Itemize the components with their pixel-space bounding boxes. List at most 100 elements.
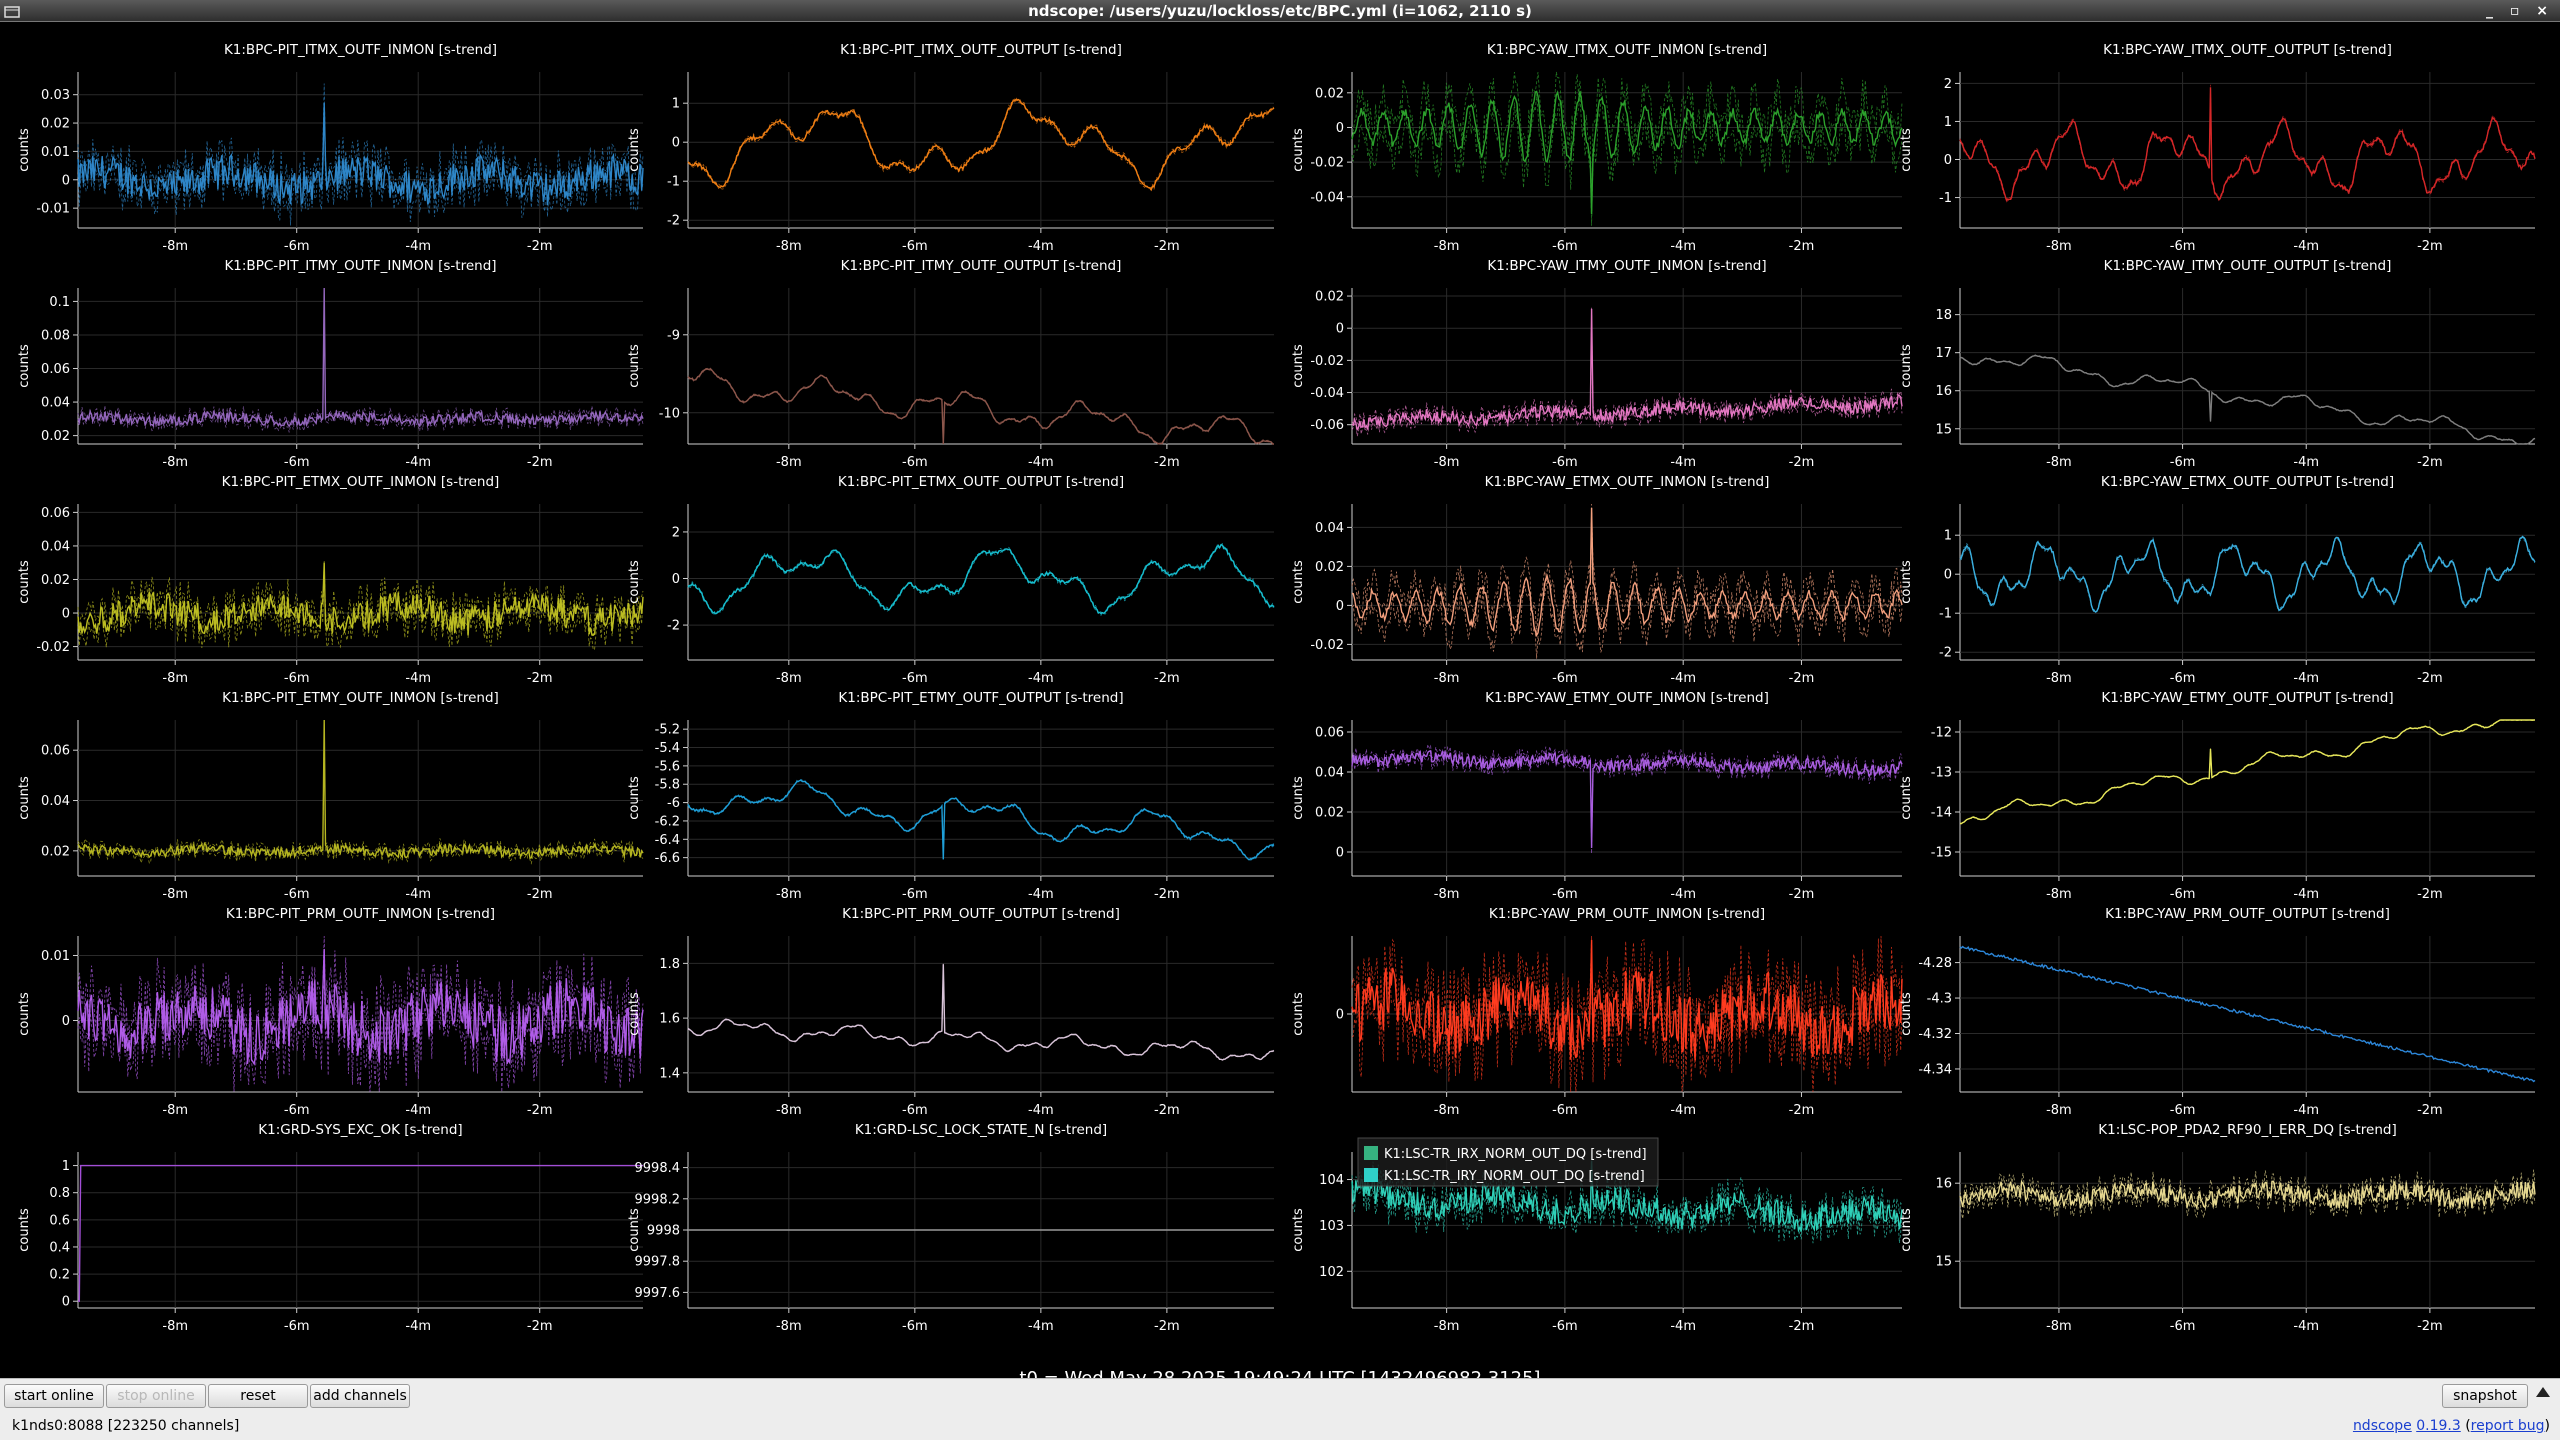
start-online-button[interactable]: start online (4, 1384, 104, 1408)
stop-online-button[interactable]: stop online (106, 1384, 206, 1408)
plot-16[interactable]: K1:BPC-YAW_ETMY_OUTF_OUTPUT [s-trend] cou… (1899, 690, 2536, 902)
x-tick-label: -6m (1552, 1103, 1578, 1118)
plot-14[interactable]: K1:BPC-PIT_ETMY_OUTF_OUTPUT [s-trend] cou… (627, 690, 1275, 902)
trace-mean (1959, 1180, 2536, 1211)
trace-mean (1351, 939, 1903, 1061)
y-tick-label: 0.02 (41, 573, 70, 588)
plot-2[interactable]: K1:BPC-PIT_ITMX_OUTF_OUTPUT [s-trend] cou… (627, 42, 1275, 254)
y-tick-label: 0 (1944, 568, 1952, 583)
x-tick-label: -6m (2170, 887, 2196, 902)
trace-max (1351, 307, 1903, 428)
x-tick-label: -6m (2170, 239, 2196, 254)
version-link[interactable]: 0.19.3 (2416, 1418, 2461, 1434)
legend-entry: K1:LSC-TR_IRY_NORM_OUT_DQ [s-trend] (1384, 1169, 1645, 1184)
plot-19[interactable]: K1:BPC-YAW_PRM_OUTF_INMON [s-trend] count… (1291, 906, 1903, 1118)
y-axis-label: counts (1899, 1208, 1914, 1252)
trace-mean (1351, 308, 1903, 432)
x-tick-label: -2m (1789, 671, 1815, 686)
x-tick-label: -4m (1028, 455, 1054, 470)
y-tick-label: 1.4 (659, 1066, 680, 1081)
x-tick-label: -4m (1028, 239, 1054, 254)
reset-button[interactable]: reset (208, 1384, 308, 1408)
window-titlebar[interactable]: ndscope: /users/yuzu/lockloss/etc/BPC.ym… (0, 0, 2560, 22)
x-tick-label: -6m (902, 1319, 928, 1334)
y-tick-label: -4.32 (1918, 1027, 1952, 1042)
plot-3[interactable]: K1:BPC-YAW_ITMX_OUTF_INMON [s-trend] coun… (1291, 42, 1903, 254)
trace-mean (77, 948, 644, 1066)
plot-9[interactable]: K1:BPC-PIT_ETMX_OUTF_INMON [s-trend] coun… (17, 474, 644, 686)
plot-title: K1:BPC-PIT_PRM_OUTF_OUTPUT [s-trend] (842, 906, 1120, 922)
x-tick-label: -8m (2046, 1319, 2072, 1334)
plot-23[interactable]: counts -8m -6m -4m -2m 104 103 102 K1:LSC-TR_IRX… (1291, 1137, 1903, 1334)
plot-12[interactable]: K1:BPC-YAW_ETMX_OUTF_OUTPUT [s-trend] cou… (1899, 474, 2536, 686)
window-controls-icon[interactable]: _ ▫ × (2486, 3, 2554, 19)
y-tick-label: -6 (667, 796, 680, 811)
trace-mean (1959, 535, 2536, 613)
x-tick-label: -8m (162, 671, 188, 686)
report-bug-link[interactable]: report bug (2470, 1418, 2545, 1434)
trace-max (1959, 354, 2536, 445)
trace-min (1351, 94, 1903, 226)
trace-min (1351, 315, 1903, 437)
plot-4[interactable]: K1:BPC-YAW_ITMX_OUTF_OUTPUT [s-trend] cou… (1899, 42, 2536, 254)
y-tick-label: 0.6 (49, 1213, 70, 1228)
add-channels-button[interactable]: add channels (310, 1384, 410, 1408)
x-tick-label: -6m (902, 887, 928, 902)
plot-8[interactable]: K1:BPC-YAW_ITMY_OUTF_OUTPUT [s-trend] cou… (1899, 258, 2536, 470)
x-tick-label: -8m (162, 239, 188, 254)
plot-20[interactable]: K1:BPC-YAW_PRM_OUTF_OUTPUT [s-trend] coun… (1899, 906, 2536, 1118)
plot-6[interactable]: K1:BPC-PIT_ITMY_OUTF_OUTPUT [s-trend] cou… (627, 258, 1275, 470)
y-tick-label: -1 (1939, 607, 1952, 622)
x-tick-label: -6m (2170, 1319, 2196, 1334)
y-tick-label: -5.2 (655, 723, 680, 738)
y-tick-label: 103 (1319, 1219, 1344, 1234)
plot-17[interactable]: K1:BPC-PIT_PRM_OUTF_INMON [s-trend] count… (17, 906, 644, 1118)
x-tick-label: -8m (776, 1319, 802, 1334)
y-tick-label: -0.02 (36, 640, 70, 655)
y-tick-label: 9998 (647, 1224, 680, 1239)
plot-1[interactable]: K1:BPC-PIT_ITMX_OUTF_INMON [s-trend] coun… (17, 42, 644, 254)
x-tick-label: -8m (1434, 1103, 1460, 1118)
plot-title: K1:BPC-PIT_PRM_OUTF_INMON [s-trend] (226, 906, 495, 922)
plot-11[interactable]: K1:BPC-YAW_ETMX_OUTF_INMON [s-trend] coun… (1291, 474, 1903, 686)
trace-min (1351, 948, 1903, 1093)
expand-up-icon[interactable] (2536, 1387, 2550, 1397)
y-tick-label: 15 (1935, 1255, 1952, 1270)
x-tick-label: -2m (527, 455, 553, 470)
y-tick-label: -1 (1939, 191, 1952, 206)
x-tick-label: -6m (1552, 887, 1578, 902)
window-title: ndscope: /users/yuzu/lockloss/etc/BPC.ym… (1028, 2, 1532, 20)
plot-15[interactable]: K1:BPC-YAW_ETMY_OUTF_INMON [s-trend] coun… (1291, 690, 1903, 902)
plot-13[interactable]: K1:BPC-PIT_ETMY_OUTF_INMON [s-trend] coun… (17, 690, 644, 902)
x-tick-label: -6m (902, 671, 928, 686)
x-tick-label: -4m (405, 887, 431, 902)
plot-grid[interactable]: K1:BPC-PIT_ITMX_OUTF_INMON [s-trend] coun… (0, 22, 2560, 1378)
x-tick-label: -8m (776, 1103, 802, 1118)
plot-10[interactable]: K1:BPC-PIT_ETMX_OUTF_OUTPUT [s-trend] cou… (627, 474, 1275, 686)
trace-mean (687, 964, 1275, 1061)
y-tick-label: 0 (1336, 599, 1344, 614)
plot-18[interactable]: K1:BPC-PIT_PRM_OUTF_OUTPUT [s-trend] coun… (627, 906, 1275, 1118)
plot-7[interactable]: K1:BPC-YAW_ITMY_OUTF_INMON [s-trend] coun… (1291, 258, 1903, 470)
plot-title: K1:BPC-YAW_ITMY_OUTF_OUTPUT [s-trend] (2104, 258, 2392, 274)
plot-area[interactable]: K1:BPC-PIT_ITMX_OUTF_INMON [s-trend] coun… (0, 22, 2560, 1389)
plot-title: K1:BPC-PIT_ETMY_OUTF_OUTPUT [s-trend] (838, 690, 1123, 706)
x-tick-label: -4m (1028, 1103, 1054, 1118)
snapshot-button[interactable]: snapshot (2442, 1384, 2528, 1408)
plot-24[interactable]: K1:LSC-POP_PDA2_RF90_I_ERR_DQ [s-trend] c… (1899, 1122, 2536, 1334)
y-tick-label: 0.04 (1315, 521, 1344, 536)
plot-5[interactable]: K1:BPC-PIT_ITMY_OUTF_INMON [s-trend] coun… (17, 258, 644, 470)
plot-22[interactable]: K1:GRD-LSC_LOCK_STATE_N [s-trend] counts -… (627, 1122, 1274, 1334)
trace-max (687, 778, 1275, 860)
plot-21[interactable]: K1:GRD-SYS_EXC_OK [s-trend] counts -8m -6m -… (17, 1122, 643, 1334)
trace-min (77, 103, 644, 226)
ndscope-link[interactable]: ndscope (2352, 1418, 2412, 1434)
x-tick-label: -2m (1789, 1319, 1815, 1334)
plot-title: K1:BPC-YAW_ETMX_OUTF_OUTPUT [s-trend] (2101, 474, 2394, 490)
y-axis-label: counts (17, 776, 32, 820)
x-tick-label: -2m (2417, 671, 2443, 686)
x-tick-label: -2m (1154, 239, 1180, 254)
x-tick-label: -6m (2170, 1103, 2196, 1118)
window-menu-icon[interactable] (4, 3, 20, 18)
y-tick-label: 9997.6 (635, 1286, 681, 1301)
